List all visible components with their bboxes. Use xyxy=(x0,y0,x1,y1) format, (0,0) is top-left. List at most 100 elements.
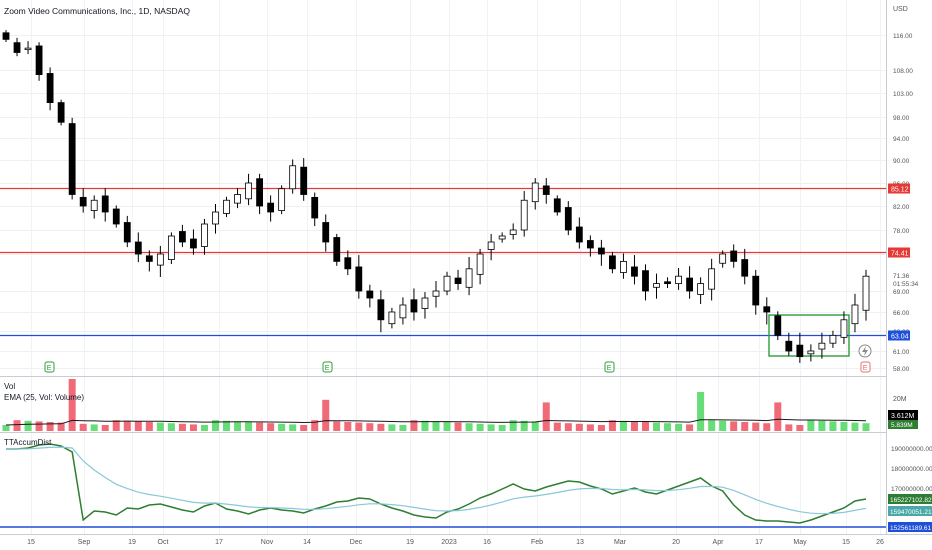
volume-bar xyxy=(256,422,264,431)
volume-ema-badge-bg xyxy=(888,420,918,429)
volume-bar xyxy=(553,422,561,431)
price-tick-label: 116.00 xyxy=(893,33,913,40)
candle-body xyxy=(840,319,848,338)
volume-last-badge: 3.612M xyxy=(891,413,915,420)
candle-body xyxy=(156,253,164,266)
accumdist-signal-line xyxy=(6,446,867,515)
volume-bar xyxy=(807,420,815,431)
time-axis-label: 14 xyxy=(303,539,311,546)
level-badge-bg xyxy=(888,330,910,341)
candle-body xyxy=(862,275,870,311)
candle-body xyxy=(35,45,43,76)
volume-bar xyxy=(675,423,683,431)
volume-bar xyxy=(487,424,495,431)
price-axis[interactable]: 116.00108.00103.0098.0094.0090.0086.0082… xyxy=(893,33,919,373)
accum-tick-label: 180000000.00 xyxy=(891,466,932,473)
volume-bar xyxy=(630,421,638,431)
earnings-marker[interactable] xyxy=(860,361,871,373)
time-axis[interactable]: 15 Sep 19 Oct 17 Nov 14 Dec 19 2023 16 Feb 13 Mar 20 Ap… xyxy=(27,539,884,546)
earnings-marker-label: E xyxy=(863,365,868,372)
candle-body xyxy=(24,47,32,51)
volume-bar xyxy=(862,423,870,431)
candle-body xyxy=(675,275,682,285)
candle-body xyxy=(234,194,241,204)
level-badge-bg xyxy=(888,183,910,194)
earnings-marker[interactable] xyxy=(604,361,615,373)
accum-value-badge-bg xyxy=(888,494,932,504)
time-axis-label: Nov xyxy=(261,539,274,546)
volume-bar xyxy=(564,423,572,431)
time-axis-label: 17 xyxy=(755,539,763,546)
volume-bar xyxy=(267,423,275,431)
volume-bar xyxy=(24,420,32,431)
candle-body xyxy=(355,266,363,292)
volume-bar xyxy=(454,422,462,431)
volume-bar xyxy=(322,399,330,431)
candle-body xyxy=(134,241,142,255)
volume-bar xyxy=(531,421,539,431)
consolidation-box[interactable] xyxy=(768,314,850,357)
volume-bar xyxy=(156,422,164,431)
volume-bar xyxy=(234,421,242,431)
volume-bar xyxy=(774,402,782,431)
volume-bar xyxy=(443,422,451,431)
candle-body xyxy=(509,229,517,235)
volume-bar xyxy=(57,422,65,431)
horizontal-levels[interactable] xyxy=(0,187,886,337)
price-tick-label: 108.00 xyxy=(893,68,913,75)
volume-bar xyxy=(785,424,793,431)
candle-body xyxy=(79,196,87,207)
candle-body xyxy=(289,165,297,190)
candle-body xyxy=(256,178,263,207)
candle-body xyxy=(223,199,230,214)
earnings-marker[interactable] xyxy=(322,361,333,373)
candle-body xyxy=(586,240,594,249)
candle-body xyxy=(851,304,859,325)
earnings-marker[interactable] xyxy=(44,361,55,373)
candle-body xyxy=(300,166,308,195)
candle-body xyxy=(101,195,109,213)
time-axis-label: 2023 xyxy=(441,539,457,546)
volume-bar xyxy=(300,425,308,431)
time-axis-label: 15 xyxy=(27,539,35,546)
grid-lines xyxy=(0,0,886,534)
candle-body xyxy=(57,102,65,123)
lightning-icon[interactable] xyxy=(858,344,872,358)
volume-bar xyxy=(145,422,153,431)
volume-bar xyxy=(641,422,649,431)
candle-body xyxy=(620,260,627,273)
volume-bar xyxy=(278,423,286,431)
volume-bar xyxy=(575,423,583,431)
time-axis-label: Oct xyxy=(158,539,169,546)
volume-bar xyxy=(333,421,341,431)
accum-value-badge-bg xyxy=(888,522,932,532)
currency-label: USD xyxy=(893,6,908,13)
volume-bar xyxy=(719,420,727,431)
volume-bar xyxy=(2,425,10,431)
time-axis-label: May xyxy=(793,539,807,546)
volume-bar xyxy=(101,425,109,431)
time-axis-label: Dec xyxy=(350,539,363,546)
candle-body xyxy=(741,259,749,277)
candle-body xyxy=(90,199,98,211)
candle-body xyxy=(520,199,528,231)
volume-bar xyxy=(134,421,142,431)
accum-pane-title: TTAccumDist xyxy=(4,438,52,447)
time-axis-label: Apr xyxy=(713,539,725,546)
candle-body xyxy=(190,238,197,249)
level-badge-text: 85.12 xyxy=(891,187,909,194)
candle-body xyxy=(366,290,374,299)
accum-tick-label: 170000000.00 xyxy=(891,486,932,493)
candle-body xyxy=(708,268,716,290)
volume-bar xyxy=(245,422,253,431)
earnings-marker-label: E xyxy=(607,365,612,372)
volume-bar xyxy=(366,423,374,431)
volume-bar xyxy=(851,422,859,431)
volume-bar xyxy=(421,420,429,431)
candle-body xyxy=(542,185,550,195)
volume-axis-label: 20M xyxy=(893,396,907,403)
level-badge-text: 74.41 xyxy=(891,251,909,258)
time-axis-label: 26 xyxy=(876,539,884,546)
